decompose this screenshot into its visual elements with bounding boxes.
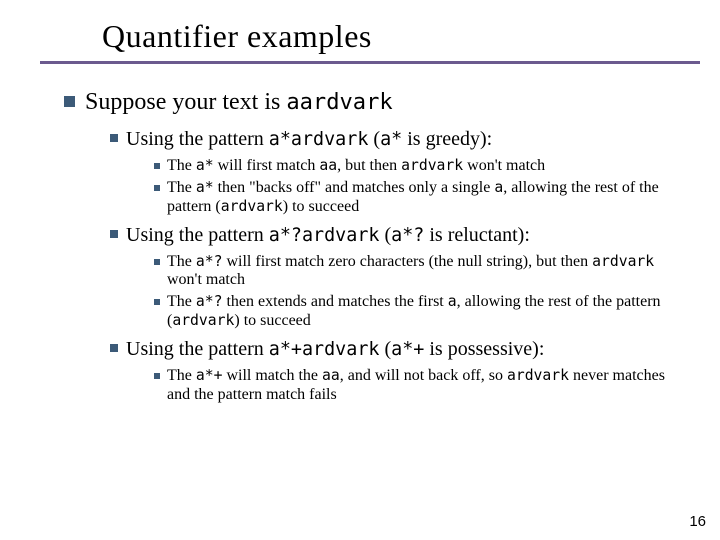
text-fragment: ( — [368, 128, 380, 150]
lvl3-text: The a*+ will match the aa, and will not … — [167, 367, 676, 405]
text-fragment: will first match zero characters (the nu… — [222, 253, 592, 270]
lvl3-text: The a*? will first match zero characters… — [167, 253, 676, 291]
square-bullet-icon — [110, 344, 118, 352]
slide-title: Quantifier examples — [102, 18, 684, 55]
title-underline — [40, 61, 700, 64]
text-fragment: The — [167, 157, 196, 174]
code-fragment: a*? — [196, 293, 223, 310]
bullet-lvl3: The a*+ will match the aa, and will not … — [154, 367, 676, 405]
text-fragment: won't match — [167, 271, 245, 288]
text-fragment: then extends and matches the first — [222, 293, 447, 310]
square-bullet-icon — [154, 299, 160, 305]
slide: Quantifier examples Suppose your text is… — [0, 0, 720, 540]
text-fragment: will first match — [214, 157, 320, 174]
square-bullet-icon — [154, 185, 160, 191]
text-fragment: is possessive): — [424, 338, 544, 360]
text-fragment: is greedy): — [402, 128, 492, 150]
square-bullet-icon — [110, 230, 118, 238]
text-fragment: The — [167, 253, 196, 270]
text-fragment: Using the pattern — [126, 338, 269, 360]
code-fragment: ardvark — [401, 157, 463, 174]
lvl2-text: Using the pattern a*+ardvark (a*+ is pos… — [126, 337, 544, 361]
square-bullet-icon — [154, 373, 160, 379]
code-fragment: ardvark — [221, 198, 283, 215]
text-fragment: ( — [379, 224, 391, 246]
text-fragment: then "backs off" and matches only a sing… — [214, 179, 495, 196]
code-fragment: a* — [380, 129, 402, 150]
bullet-lvl2-possessive: Using the pattern a*+ardvark (a*+ is pos… — [110, 337, 684, 361]
text-fragment: ( — [379, 338, 391, 360]
code-fragment: a*+ardvark — [269, 339, 380, 360]
square-bullet-icon — [154, 163, 160, 169]
lvl3-text: The a* then "backs off" and matches only… — [167, 179, 676, 217]
lvl2-text: Using the pattern a*?ardvark (a*? is rel… — [126, 223, 530, 247]
bullet-lvl3: The a*? will first match zero characters… — [154, 253, 676, 291]
text-fragment: won't match — [463, 157, 545, 174]
code-fragment: a* — [196, 179, 214, 196]
text-fragment: ) to succeed — [283, 198, 359, 215]
page-number: 16 — [689, 513, 706, 530]
code-fragment: a*?ardvark — [269, 225, 380, 246]
code-fragment: a*ardvark — [269, 129, 369, 150]
square-bullet-icon — [64, 96, 75, 107]
lvl3-text: The a* will first match aa, but then ard… — [167, 157, 545, 176]
square-bullet-icon — [110, 134, 118, 142]
bullet-lvl3: The a* will first match aa, but then ard… — [154, 157, 676, 176]
bullet-lvl1: Suppose your text is aardvark — [64, 88, 684, 117]
text-fragment: Using the pattern — [126, 128, 269, 150]
code-fragment: a*? — [391, 225, 424, 246]
lvl3-text: The a*? then extends and matches the fir… — [167, 293, 676, 331]
square-bullet-icon — [154, 259, 160, 265]
text-fragment: ) to succeed — [234, 312, 310, 329]
text-fragment: The — [167, 179, 196, 196]
text-fragment: will match the — [222, 367, 322, 384]
code-fragment: a* — [196, 157, 214, 174]
text-fragment: is reluctant): — [424, 224, 530, 246]
code-fragment: a — [494, 179, 503, 196]
code-fragment: a*+ — [196, 367, 223, 384]
text-fragment: Suppose your text is — [85, 89, 286, 115]
bullet-lvl3: The a*? then extends and matches the fir… — [154, 293, 676, 331]
text-fragment: , but then — [337, 157, 401, 174]
bullet-lvl3: The a* then "backs off" and matches only… — [154, 179, 676, 217]
lvl1-text: Suppose your text is aardvark — [85, 88, 393, 117]
bullet-lvl2-greedy: Using the pattern a*ardvark (a* is greed… — [110, 127, 684, 151]
code-fragment: a*+ — [391, 339, 424, 360]
text-fragment: The — [167, 293, 196, 310]
code-fragment: a*? — [196, 253, 223, 270]
lvl2-text: Using the pattern a*ardvark (a* is greed… — [126, 127, 492, 151]
code-fragment: ardvark — [172, 312, 234, 329]
code-fragment: aa — [322, 367, 340, 384]
code-fragment: a — [448, 293, 457, 310]
code-fragment: aardvark — [286, 90, 392, 115]
bullet-lvl2-reluctant: Using the pattern a*?ardvark (a*? is rel… — [110, 223, 684, 247]
text-fragment: , and will not back off, so — [340, 367, 507, 384]
text-fragment: Using the pattern — [126, 224, 269, 246]
code-fragment: ardvark — [592, 253, 654, 270]
text-fragment: The — [167, 367, 196, 384]
code-fragment: ardvark — [507, 367, 569, 384]
code-fragment: aa — [319, 157, 337, 174]
